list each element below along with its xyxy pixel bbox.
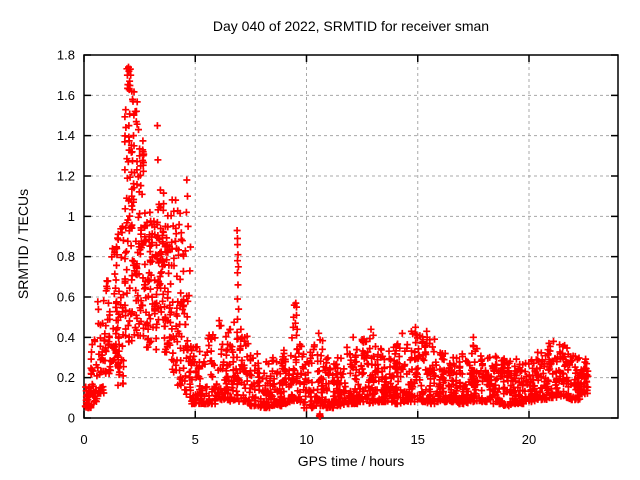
y-tick-label: 1.6 [57,88,75,103]
y-tick-label: 1.8 [57,48,75,63]
x-tick-label: 15 [411,432,425,447]
plot-border [83,54,619,419]
y-tick-label: 0 [68,411,75,426]
y-tick-label: 0.2 [57,370,75,385]
y-tick-label: 0.8 [57,249,75,264]
chart-title: Day 040 of 2022, SRMTID for receiver sma… [212,18,490,34]
x-tick-label: 10 [299,432,313,447]
y-tick-label: 0.4 [57,330,75,345]
data-points [81,63,592,420]
axis-ticks [83,54,618,419]
x-tick-label: 5 [192,432,199,447]
y-tick-label: 1.2 [57,169,75,184]
y-tick-label: 1.4 [57,128,75,143]
y-tick-label: 1 [68,209,75,224]
x-tick-label: 0 [80,432,87,447]
y-axis-label: SRMTID / TECUs [15,188,31,300]
y-tick-label: 0.6 [57,290,75,305]
x-axis-label: GPS time / hours [297,453,405,469]
x-tick-label: 20 [522,432,536,447]
